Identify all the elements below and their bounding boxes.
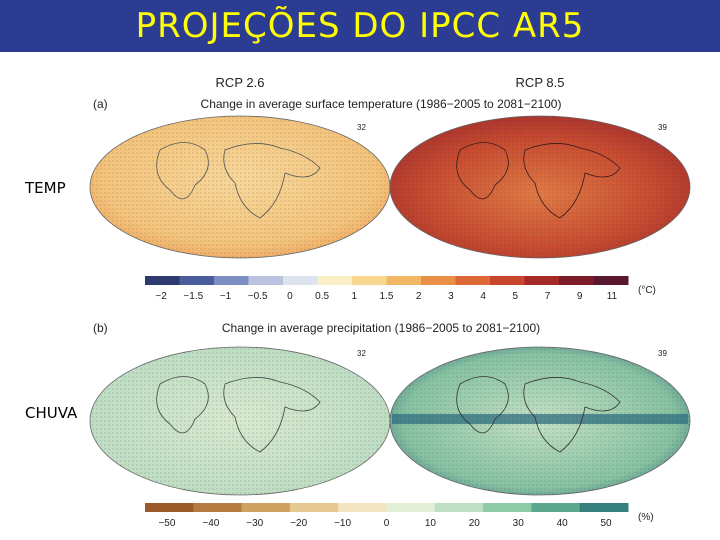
rain-map-rcp85 (389, 346, 691, 496)
rain-colorbar-tick-label: 20 (469, 518, 481, 529)
temp-colorbar-swatch (490, 276, 525, 285)
temp-colorbar-tick-label: 7 (545, 291, 551, 302)
temp-colorbar-swatch (248, 276, 284, 285)
rain-colorbar-swatch (338, 503, 387, 512)
rain-colorbar-swatch (386, 503, 436, 512)
temp-colorbar-swatch (421, 276, 456, 285)
rain-colorbar-swatch (434, 503, 484, 512)
temp-colorbar-tick-label: −2 (155, 291, 167, 302)
panel-a-count-left: 32 (357, 123, 366, 132)
temp-colorbar-tick-label: 0.5 (315, 291, 329, 302)
rain-colorbar-tick-label: 0 (384, 518, 390, 529)
rain-colorbar-tick-label: −10 (334, 518, 351, 529)
rain-colorbar-tick-label: −30 (246, 518, 263, 529)
temp-colorbar-swatch (214, 276, 249, 285)
rain-colorbar-tick-label: 40 (557, 518, 569, 529)
temp-colorbar-tick-label: −0.5 (248, 291, 268, 302)
rain-colorbar-swatch (145, 503, 194, 512)
temp-colorbar-tick-label: 9 (577, 291, 583, 302)
temp-colorbar-swatch (352, 276, 387, 285)
temp-unit: (°C) (638, 285, 656, 296)
temp-colorbar-tick-label: 1 (352, 291, 358, 302)
temp-label: TEMP (25, 179, 66, 197)
rain-colorbar-swatch (241, 503, 291, 512)
temp-map-rcp85 (389, 115, 691, 259)
temp-colorbar: −2 −1.5 −1 −0.5 0 0.5 1 1.5 2 3 4 5 7 9 11 (145, 276, 629, 302)
temp-colorbar-tick-label: 0 (287, 291, 293, 302)
panel-b-letter: (b) (93, 321, 108, 335)
temp-map-rcp26 (89, 115, 391, 259)
temp-colorbar-tick-label: 5 (513, 291, 519, 302)
panel-a-letter: (a) (93, 97, 108, 111)
temp-colorbar-swatch (559, 276, 594, 285)
panel-b-heading: Change in average precipitation (1986−20… (222, 321, 540, 335)
scenario-left-label: RCP 2.6 (216, 75, 265, 90)
temp-colorbar-swatch (283, 276, 318, 285)
rain-colorbar-tick-label: −20 (290, 518, 307, 529)
rain-colorbar-tick-label: −50 (158, 518, 175, 529)
scenario-right-label: RCP 8.5 (516, 75, 565, 90)
temp-colorbar-swatch (317, 276, 353, 285)
temp-colorbar-swatch (386, 276, 422, 285)
temp-colorbar-tick-label: 3 (448, 291, 454, 302)
page-title: PROJEÇÕES DO IPCC AR5 (135, 6, 585, 46)
title-bar: PROJEÇÕES DO IPCC AR5 (0, 0, 720, 52)
temp-colorbar-tick-label: −1 (220, 291, 232, 302)
temp-colorbar-swatch (145, 276, 180, 285)
rain-colorbar-swatch (531, 503, 581, 512)
temp-colorbar-tick-label: 11 (607, 291, 618, 302)
temp-colorbar-tick-label: 4 (480, 291, 486, 302)
temp-colorbar-swatch (524, 276, 560, 285)
panel-a-count-right: 39 (658, 123, 667, 132)
temp-colorbar-swatch (593, 276, 629, 285)
rain-colorbar-swatch (289, 503, 339, 512)
rain-map-rcp26 (89, 346, 391, 496)
rain-colorbar-swatch (193, 503, 243, 512)
rain-colorbar-tick-label: 10 (425, 518, 437, 529)
rain-colorbar-tick-label: 50 (600, 518, 612, 529)
temp-colorbar-tick-label: −1.5 (183, 291, 203, 302)
rain-colorbar-tick-label: 30 (513, 518, 525, 529)
rain-label: CHUVA (25, 404, 78, 422)
rain-colorbar-swatch (579, 503, 629, 512)
panel-b-count-left: 32 (357, 349, 366, 358)
rain-colorbar: −50 −40 −30 −20 −10 0 10 20 30 40 50 (145, 503, 629, 529)
temp-colorbar-tick-label: 2 (416, 291, 422, 302)
temp-colorbar-swatch (179, 276, 215, 285)
temp-colorbar-swatch (455, 276, 491, 285)
rain-colorbar-tick-label: −40 (202, 518, 219, 529)
panel-b-count-right: 39 (658, 349, 667, 358)
rain-unit: (%) (638, 512, 654, 523)
temp-colorbar-tick-label: 1.5 (380, 291, 394, 302)
rain-colorbar-swatch (483, 503, 532, 512)
panel-a-heading: Change in average surface temperature (1… (201, 97, 562, 111)
